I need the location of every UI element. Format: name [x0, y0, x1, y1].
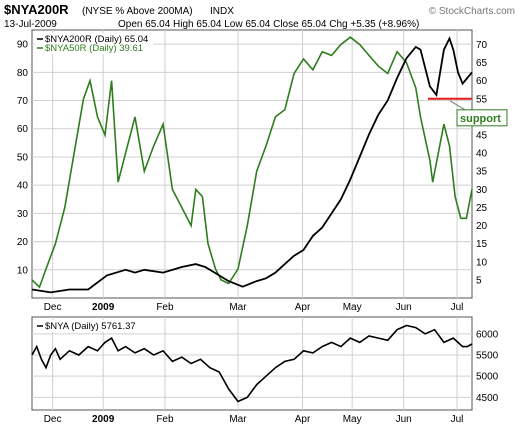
top-x-tick-label: Apr: [295, 302, 311, 313]
top-left-tick-label: 40: [17, 181, 29, 192]
top-right-tick-label: 55: [476, 94, 488, 105]
top-left-tick-label: 20: [17, 237, 29, 248]
top-left-tick-label: 90: [17, 40, 29, 51]
top-right-tick-label: 20: [476, 221, 488, 232]
nya-line: [31, 324, 473, 403]
support-annotation: support: [449, 100, 508, 127]
top-left-tick-label: 50: [17, 152, 29, 163]
top-right-tick-label: 35: [476, 167, 488, 178]
top-right-tick-label: 25: [476, 203, 488, 214]
top-left-tick-label: 30: [17, 209, 29, 220]
top-panel: 10 20 30 40 50 60 70 80 90 5 10 15 20 25 30 35 40 45 50 55…: [17, 29, 508, 299]
top-x-tick-label: Feb: [156, 302, 174, 313]
top-right-tick-label: 70: [476, 40, 488, 51]
bottom-grid: [32, 317, 472, 410]
watermark: © StockCharts.com: [429, 6, 515, 17]
bottom-panel-frame: [31, 316, 473, 411]
top-left-tick-label: 80: [17, 68, 29, 79]
bottom-x-tick-label: Mar: [229, 414, 247, 425]
top-right-tick-label: 5: [476, 275, 482, 286]
exchange-label: INDX: [210, 6, 234, 17]
top-x-tick-label: May: [343, 302, 362, 313]
legend-nya200r: $NYA200R (Daily) 65.04: [45, 34, 148, 45]
bottom-right-tick-label: 4500: [476, 393, 499, 404]
top-left-tick-label: 10: [17, 265, 29, 276]
top-right-tick-label: 30: [476, 185, 488, 196]
nya200r-line: [31, 36, 473, 294]
bottom-right-tick-label: 5500: [476, 351, 499, 362]
bottom-right-tick-label: 5000: [476, 372, 499, 383]
nya50r-line: [31, 36, 473, 289]
bottom-x-axis: Dec 2009 Feb Mar Apr May Jun Jul: [44, 414, 464, 425]
top-x-axis: Dec 2009 Feb Mar Apr May Jun Jul: [44, 302, 464, 313]
top-right-tick-label: 65: [476, 58, 488, 69]
bottom-x-tick-label: May: [343, 414, 362, 425]
bottom-right-tick-label: 6000: [476, 329, 499, 340]
top-x-tick-label: Dec: [44, 302, 62, 313]
ohlc-label: Open 65.04 High 65.04 Low 65.04 Close 65…: [118, 19, 419, 30]
date-label: 13-Jul-2009: [4, 19, 57, 30]
bottom-x-tick-label: Dec: [44, 414, 62, 425]
top-legend: $NYA200R (Daily) 65.04 $NYA50R (Daily) 3…: [35, 33, 153, 54]
symbol-label: $NYA200R: [4, 2, 69, 17]
bottom-x-tick-label: Apr: [295, 414, 311, 425]
bottom-legend-bg: [35, 320, 147, 332]
bottom-panel: 4500 5000 5500 6000 $NYA (Daily) 5761.37: [31, 316, 499, 411]
top-legend-bg: [35, 33, 153, 54]
symbol-desc: (NYSE % Above 200MA): [82, 6, 193, 17]
bottom-right-axis: 4500 5000 5500 6000: [476, 329, 499, 403]
top-x-tick-label: Jun: [396, 302, 412, 313]
top-left-axis: 10 20 30 40 50 60 70 80 90: [17, 40, 29, 277]
bottom-x-tick-label: Jul: [451, 414, 464, 425]
bottom-x-tick-label: 2009: [92, 414, 115, 425]
support-label: support: [460, 113, 501, 125]
top-left-tick-label: 60: [17, 124, 29, 135]
top-x-tick-label: 2009: [92, 302, 115, 313]
legend-nya: $NYA (Daily) 5761.37: [45, 321, 136, 332]
top-right-tick-label: 45: [476, 131, 488, 142]
top-left-tick-label: 70: [17, 96, 29, 107]
top-right-tick-label: 10: [476, 257, 488, 268]
top-right-tick-label: 15: [476, 239, 488, 250]
bottom-legend: $NYA (Daily) 5761.37: [35, 320, 147, 332]
support-box: [456, 109, 508, 127]
top-x-tick-label: Jul: [451, 302, 464, 313]
top-panel-frame: [31, 29, 473, 299]
bottom-x-tick-label: Feb: [156, 414, 174, 425]
top-right-tick-label: 60: [476, 76, 488, 87]
bottom-x-tick-label: Jun: [396, 414, 412, 425]
top-x-tick-label: Mar: [229, 302, 247, 313]
support-pointer: [449, 100, 466, 111]
legend-nya50r: $NYA50R (Daily) 39.61: [45, 43, 143, 54]
top-right-tick-label: 40: [476, 149, 488, 160]
